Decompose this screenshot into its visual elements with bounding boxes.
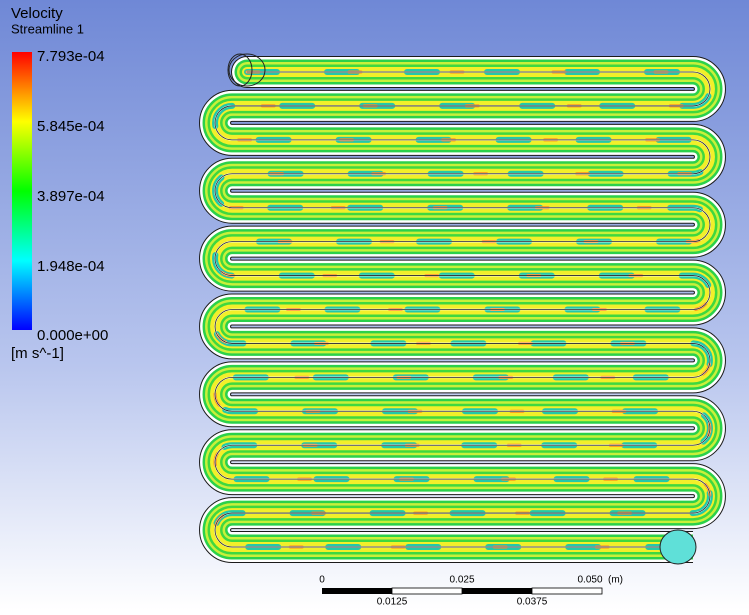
legend-variable: Velocity [11,5,63,22]
scale-label: 0 [319,575,325,586]
legend-unit: [m s^-1] [11,345,64,362]
legend-object: Streamline 1 [11,21,84,36]
legend-label: 3.897e-04 [37,188,105,205]
color-bar [12,52,32,330]
scale-segment [462,588,532,594]
scale-label: 0.050 [577,575,602,586]
streamlines [199,56,726,563]
legend-label: 5.845e-04 [37,118,105,135]
scale-segment [391,587,463,595]
scale-label: 0.0375 [517,597,548,608]
inlet [227,53,253,87]
legend-label: 1.948e-04 [37,258,105,275]
streamline-band [214,71,711,548]
legend-label: 0.000e+00 [37,327,108,344]
scale-bar: 0 0.025 0.050 (m) 0.0125 0.0375 [319,575,623,608]
inlet [228,53,266,87]
scale-label: 0.025 [449,575,474,586]
legend-label: 7.793e-04 [37,48,105,65]
scale-unit: (m) [608,575,623,586]
scale-segment [531,587,603,595]
scale-label: 0.0125 [377,597,408,608]
scale-segment [322,588,392,594]
outlet [659,529,697,565]
